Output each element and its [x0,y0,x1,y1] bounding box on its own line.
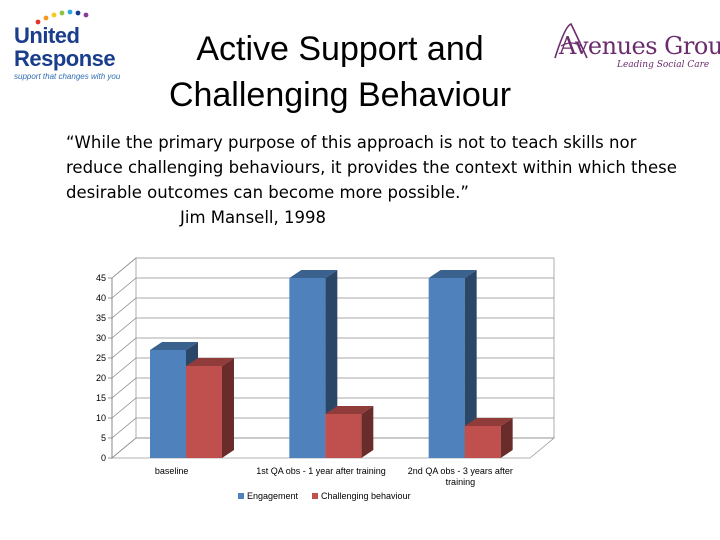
gridline [111,317,554,339]
y-tick-label: 30 [96,333,106,343]
bar-top [289,270,338,278]
gridline [111,357,554,379]
avenues-tagline: Leading Social Care [617,60,710,70]
bar-top [325,406,374,414]
y-tick-label: 25 [96,353,106,363]
gridline [111,437,554,459]
united-response-logo: United Response support that changes wit… [10,8,135,88]
bar-side [222,358,234,458]
gridline [111,257,554,279]
title-line-2: Challenging Behaviour [168,76,512,114]
y-tick-label: 10 [96,413,106,423]
y-tick-label: 20 [96,373,106,383]
avenues-group-logo: Avenues Group Leading Social Care [545,22,720,74]
logo-dots-icon [35,9,89,25]
quote-author: Jim Mansell, 1998 [180,208,326,227]
title-line-1: Active Support and [196,30,484,68]
avenues-swirl-icon [554,23,588,59]
legend-label: Engagement [247,491,299,501]
logo-tagline: support that changes with you [14,72,121,81]
gridline [111,277,554,299]
y-tick-label: 0 [101,453,106,463]
legend-label: Challenging behaviour [321,491,411,501]
bar-challenging [325,414,362,458]
logo-text-response: Response [14,46,116,71]
gridline [111,377,554,399]
slide-title: Active Support and Challenging Behaviour [150,26,530,118]
y-tick-label: 5 [101,433,106,443]
bar-engagement [289,278,326,458]
chart-plot: 0 5 10 15 20 25 30 35 40 45 baseline 1st QA obs - 1… [96,257,556,501]
gridline [111,397,554,419]
y-tick-label: 15 [96,393,106,403]
y-tick-label: 45 [96,273,106,283]
y-tick-label: 40 [96,293,106,303]
bar-side [361,406,374,458]
gridline [111,417,554,439]
bar-top [464,418,513,426]
bar-side [464,270,477,458]
gridline [111,337,554,359]
x-category-label: 1st QA obs - 1 year after training [256,466,386,476]
gridline [111,297,554,319]
bar-top [428,270,477,278]
bar-engagement [150,350,186,458]
x-category-label: baseline [155,466,189,476]
bar-engagement [428,278,465,458]
bar-side [500,418,513,458]
bar-challenging [186,366,222,458]
bar-challenging [464,426,501,458]
y-tick-label: 35 [96,313,106,323]
bar-top [150,342,198,350]
avenues-name: Avenues Group [559,32,720,60]
logo-text-united: United [14,23,80,48]
quote-block: “While the primary purpose of this appro… [66,130,686,230]
quote-text: “While the primary purpose of this appro… [66,133,677,202]
legend-swatch [312,493,318,499]
x-category-label: 2nd QA obs - 3 years after training [408,466,513,487]
bar-top [186,358,234,366]
legend-swatch [238,493,244,499]
